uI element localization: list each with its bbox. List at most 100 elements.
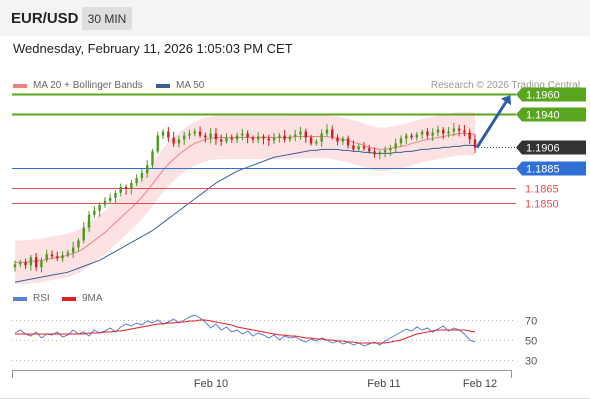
candle-body (473, 139, 477, 148)
level-label-2: 1.1906 (526, 143, 560, 155)
candle-body (13, 264, 17, 268)
candle-body (119, 187, 122, 193)
candle-body (368, 148, 371, 152)
candle-body (457, 128, 461, 131)
level-label-0: 1.1960 (526, 90, 560, 102)
legend-ma50: MA 50 (156, 80, 204, 91)
candle-body (431, 132, 434, 136)
candle-body (378, 152, 382, 155)
rsi-ma-line (15, 319, 476, 344)
candle-body (389, 148, 392, 151)
candle-body (294, 134, 297, 137)
ma20-swatch (13, 83, 27, 88)
timeframe-button[interactable]: 30 MIN (82, 7, 132, 30)
candle-body (56, 256, 59, 259)
candle-body (156, 135, 159, 152)
candle-body (399, 138, 403, 144)
rsi-swatch (13, 296, 27, 301)
rsi-tick-label: 50 (525, 336, 537, 348)
candle-body (442, 129, 445, 134)
candle-body (103, 200, 107, 205)
candle-body (220, 139, 223, 142)
candle-body (177, 139, 181, 144)
candle-body (130, 183, 133, 189)
candle-body (135, 178, 138, 184)
candle-body (241, 133, 244, 136)
candle-body (82, 227, 85, 241)
candle-body (24, 262, 27, 266)
candle-body (304, 131, 308, 138)
candle-body (341, 138, 345, 142)
candle-body (299, 131, 302, 135)
candle-body (50, 254, 54, 257)
candle-body (320, 133, 323, 142)
candle-body (167, 131, 170, 138)
candle-body (405, 135, 408, 139)
forecast-arrow-line (475, 101, 508, 149)
ma20-line (15, 133, 476, 263)
candle-body (415, 134, 419, 138)
level-label-3: 1.1885 (526, 164, 560, 176)
candle-body (262, 136, 265, 139)
candle-body (108, 197, 112, 201)
candle-body (98, 204, 101, 211)
candle-body (93, 210, 96, 215)
candle-body (410, 135, 413, 138)
candle-body (19, 262, 22, 265)
candle-body (257, 136, 260, 140)
candle-body (352, 145, 355, 150)
candle-body (394, 143, 397, 149)
candle-body (251, 137, 255, 140)
candle-body (188, 133, 191, 136)
ma20-label: MA 20 + Bollinger Bands (33, 80, 143, 91)
candle-body (452, 128, 456, 132)
candle-body (463, 130, 466, 133)
candle-body (209, 133, 212, 138)
candle-body (145, 165, 149, 174)
level-label-1: 1.1940 (526, 110, 560, 122)
candle-body (66, 252, 70, 256)
candle-body (172, 137, 175, 144)
candle-body (151, 151, 154, 166)
candle-body (315, 141, 318, 144)
level-tag-3 (516, 161, 586, 176)
candle-body (283, 135, 286, 140)
candle-body (468, 132, 471, 140)
candle-body (40, 260, 43, 268)
level-label-4: 1.1865 (525, 184, 559, 196)
rsi-tick-label: 30 (525, 356, 537, 368)
candle-body (77, 240, 80, 248)
bollinger-band (15, 111, 475, 285)
x-tick-label: Feb 11 (367, 378, 400, 390)
research-credit: Research © 2026 Trading Central (430, 80, 580, 91)
candle-body (357, 146, 360, 150)
ma50-swatch (156, 83, 170, 88)
timestamp: Wednesday, February 11, 2026 1:05:03 PM … (13, 41, 293, 56)
candle-body (267, 138, 270, 141)
ma50-label: MA 50 (176, 80, 205, 91)
candle-body (198, 131, 202, 136)
candle-body (225, 137, 228, 142)
forecast-arrow-head (500, 95, 512, 106)
level-tag-1 (516, 107, 586, 122)
candle-body (362, 146, 366, 149)
candle-body (278, 135, 281, 138)
candle-body (230, 137, 233, 140)
candle-body (193, 131, 196, 134)
candle-body (204, 135, 207, 138)
rsi-tick-label: 70 (525, 316, 537, 328)
legend-ma20: MA 20 + Bollinger Bands (13, 80, 143, 91)
level-tag-0 (516, 87, 586, 102)
rsi-line (14, 314, 476, 347)
candle-body (346, 138, 350, 146)
candle-body (34, 257, 38, 268)
x-tick-label: Feb 10 (194, 378, 228, 390)
candle-body (373, 151, 376, 155)
rsi-ma-label: 9MA (82, 293, 103, 304)
symbol-title: EUR/USD (11, 10, 79, 27)
candle-body (87, 214, 91, 228)
level-tag-2 (516, 140, 586, 155)
candle-body (71, 247, 75, 253)
candle-body (336, 137, 339, 142)
